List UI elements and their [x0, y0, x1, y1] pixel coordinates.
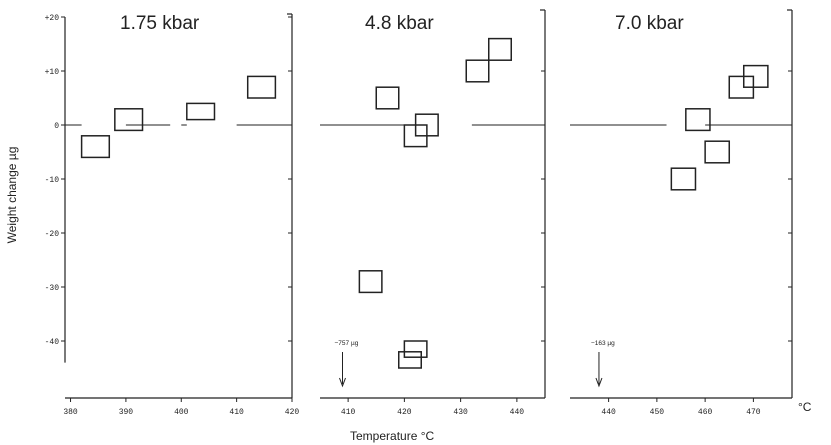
- data-box: [670, 167, 697, 191]
- x-tick-label: 440: [510, 408, 525, 417]
- x-tick-label: 390: [119, 408, 134, 417]
- y-tick-label: 0: [54, 122, 59, 131]
- panel-title: 7.0 kbar: [615, 13, 684, 34]
- x-tick-label: 450: [650, 408, 665, 417]
- y-tick-label: -40: [45, 338, 60, 347]
- data-box: [246, 75, 277, 99]
- x-tick-label: 430: [453, 408, 468, 417]
- data-box: [704, 140, 731, 164]
- panel-title: 4.8 kbar: [365, 13, 434, 34]
- data-box: [114, 108, 144, 132]
- data-box: [186, 102, 216, 121]
- chart-panels: 1.75 kbar +20 +10 0 -10 -20 -30 -40 380 390 400 410…: [45, 9, 793, 417]
- panel-3: 7.0 kbar 440 450 460 470 −163 µg: [570, 9, 793, 417]
- data-box: [414, 113, 439, 137]
- data-box: [685, 108, 711, 132]
- annotation-arrow-head: [339, 377, 346, 388]
- data-box: [403, 340, 428, 358]
- y-tick-label: +20: [45, 14, 60, 23]
- x-tick-label: 420: [285, 408, 300, 417]
- y-tick-label: +10: [45, 68, 60, 77]
- y-axis-label: Weight change µg: [5, 147, 19, 244]
- panel-title: 1.75 kbar: [120, 13, 200, 34]
- data-box: [398, 351, 422, 369]
- x-tick-label: 470: [746, 408, 761, 417]
- x-tick-label: 400: [174, 408, 189, 417]
- x-tick-label: 380: [63, 408, 78, 417]
- y-tick-label: -10: [45, 176, 60, 185]
- x-tick-label: 410: [229, 408, 244, 417]
- data-box: [358, 270, 383, 294]
- y-tick-label: -20: [45, 230, 60, 239]
- data-box: [375, 86, 400, 110]
- x-tick-label: 440: [601, 408, 616, 417]
- data-box: [465, 59, 490, 83]
- x-tick-label: 420: [397, 408, 412, 417]
- x-axis-unit-label: °C: [798, 400, 812, 414]
- data-box: [488, 37, 512, 61]
- panel-1: 1.75 kbar +20 +10 0 -10 -20 -30 -40 380 390 400 410…: [45, 13, 300, 417]
- annotation-arrow-head: [595, 377, 603, 388]
- x-tick-label: 460: [698, 408, 713, 417]
- data-box: [742, 64, 769, 88]
- annotation-label: −163 µg: [591, 340, 615, 347]
- panel-2: 4.8 kbar 410 420 430 440 −757 µg: [320, 9, 546, 417]
- data-box: [80, 135, 111, 159]
- annotation-label: −757 µg: [335, 340, 359, 347]
- x-tick-label: 410: [341, 408, 356, 417]
- y-tick-label: -30: [45, 284, 60, 293]
- x-axis-label: Temperature °C: [350, 429, 434, 443]
